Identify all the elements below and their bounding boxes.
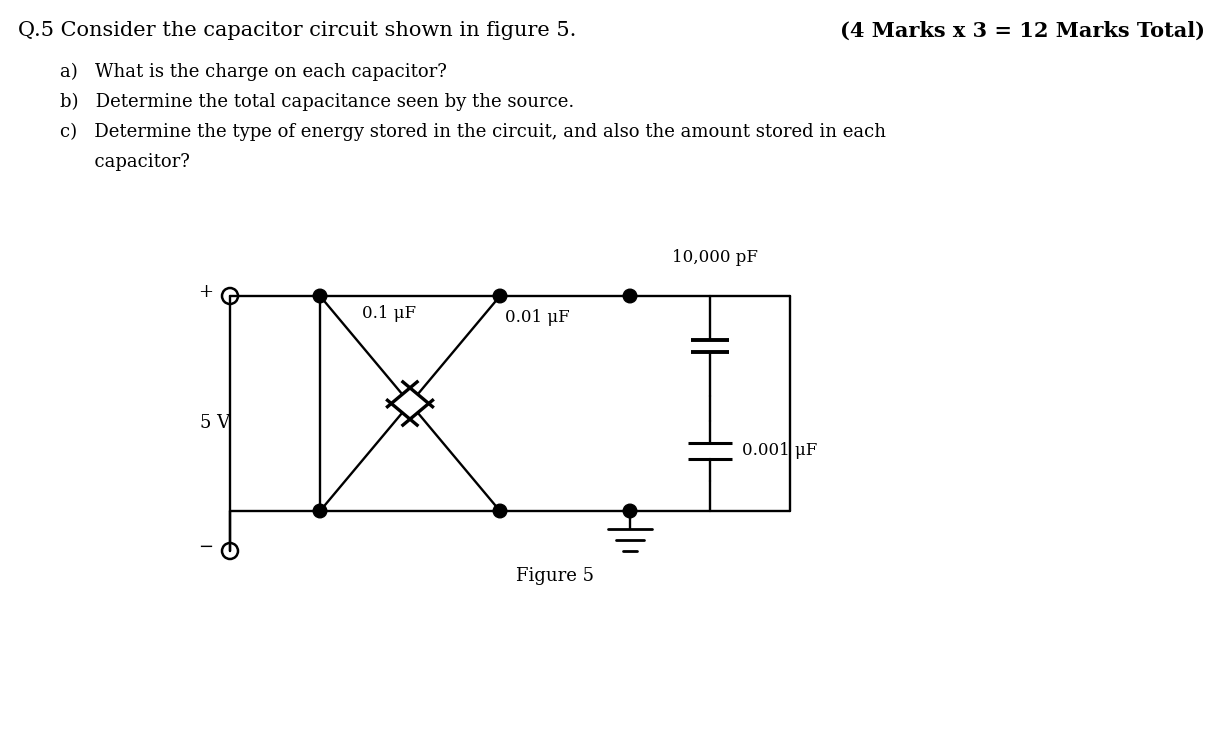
Circle shape [494, 504, 507, 517]
Text: +: + [198, 283, 214, 301]
Text: capacitor?: capacitor? [60, 153, 189, 171]
Circle shape [623, 289, 637, 303]
Circle shape [623, 504, 637, 517]
Circle shape [494, 289, 507, 303]
Text: 0.001 μF: 0.001 μF [742, 442, 818, 460]
Text: −: − [198, 538, 214, 556]
Text: (4 Marks x 3 = 12 Marks Total): (4 Marks x 3 = 12 Marks Total) [840, 21, 1205, 41]
Text: b)   Determine the total capacitance seen by the source.: b) Determine the total capacitance seen … [60, 93, 574, 111]
Text: a)   What is the charge on each capacitor?: a) What is the charge on each capacitor? [60, 63, 447, 81]
Text: Figure 5: Figure 5 [516, 567, 594, 585]
Circle shape [313, 504, 326, 517]
Text: 0.1 μF: 0.1 μF [362, 306, 417, 322]
Circle shape [313, 289, 326, 303]
Text: 10,000 pF: 10,000 pF [672, 249, 758, 266]
Text: 0.01 μF: 0.01 μF [505, 309, 569, 327]
Text: Q.5 Consider the capacitor circuit shown in figure 5.: Q.5 Consider the capacitor circuit shown… [18, 21, 577, 40]
Text: 5 V: 5 V [200, 415, 230, 433]
Text: c)   Determine the type of energy stored in the circuit, and also the amount sto: c) Determine the type of energy stored i… [60, 123, 886, 141]
